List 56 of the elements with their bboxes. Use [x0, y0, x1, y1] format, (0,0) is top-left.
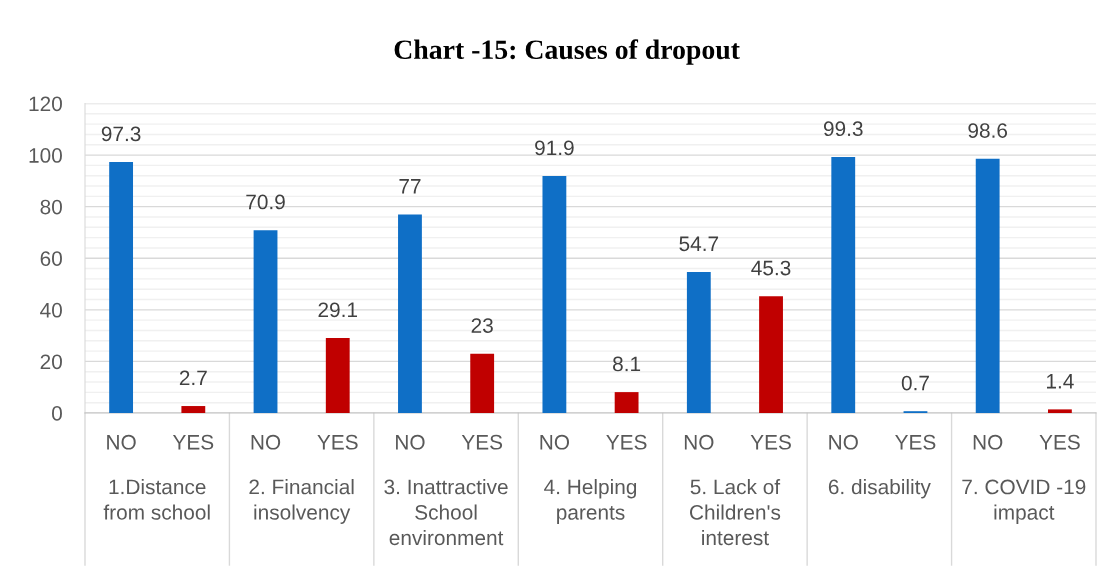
- bar: [325, 337, 350, 413]
- data-label: 77: [399, 179, 421, 194]
- x-tick-label: 6. disability: [828, 479, 931, 499]
- text: NO: [540, 434, 570, 450]
- bar: [686, 271, 711, 413]
- y-tick-label: 0: [52, 406, 62, 421]
- text: NO: [684, 434, 714, 450]
- data-label: 0.7: [901, 375, 929, 391]
- bar: [542, 175, 567, 413]
- data-label: 97.3: [101, 126, 141, 142]
- text: NO: [829, 434, 858, 450]
- chart-title: Chart -15: Causes of dropout: [394, 39, 740, 65]
- x-tick-label: 4. Helping parents: [544, 479, 637, 524]
- data-label: 91.9: [535, 140, 574, 156]
- data-label: 2.7: [179, 370, 207, 386]
- data-label: 45.3: [751, 260, 791, 276]
- bar: [831, 156, 856, 413]
- data-label: 70.9: [246, 194, 285, 210]
- text: YES: [1039, 434, 1080, 450]
- x-tick-label: 2. Financial insolvency: [249, 479, 354, 524]
- data-label: 29.1: [318, 302, 358, 318]
- y-tick-label: 60: [40, 251, 62, 266]
- data-label: 98.6: [968, 123, 1008, 138]
- text: YES: [461, 434, 503, 450]
- bar: [398, 214, 422, 413]
- bar: [253, 230, 278, 413]
- y-tick-label: 100: [29, 148, 62, 163]
- data-label: 8.1: [613, 356, 641, 372]
- text: NO: [251, 434, 281, 450]
- bar: [109, 162, 134, 413]
- data-label: 54.7: [679, 236, 719, 252]
- bar: [470, 353, 495, 413]
- bar: [759, 296, 783, 413]
- text: YES: [172, 434, 214, 450]
- bar: [181, 406, 206, 413]
- text: YES: [606, 434, 647, 450]
- y-tick-label: 80: [40, 199, 62, 215]
- bar: [975, 158, 1000, 413]
- bar: [1047, 409, 1072, 413]
- y-tick-label: 20: [40, 354, 62, 370]
- bar: [614, 392, 639, 413]
- x-tick-label: 5. Lack of Children's interest: [690, 479, 781, 546]
- text: NO: [396, 434, 425, 450]
- x-tick-label: 1.Distance from school: [103, 479, 210, 520]
- series-label: YES: [750, 434, 791, 450]
- text: YES: [895, 434, 936, 450]
- data-label: 23: [471, 318, 493, 333]
- x-tick-label: 3. Inattractive School environment: [384, 479, 508, 546]
- data-label: 1.4: [1047, 374, 1074, 389]
- series-label: NO: [107, 434, 136, 450]
- text: YES: [317, 434, 358, 450]
- data-label: 99.3: [823, 121, 863, 137]
- y-tick-label: 40: [40, 302, 62, 318]
- x-tick-label: 7. COVID -19 impact: [962, 479, 1086, 524]
- y-tick-label: 120: [29, 96, 62, 112]
- text: NO: [973, 434, 1003, 450]
